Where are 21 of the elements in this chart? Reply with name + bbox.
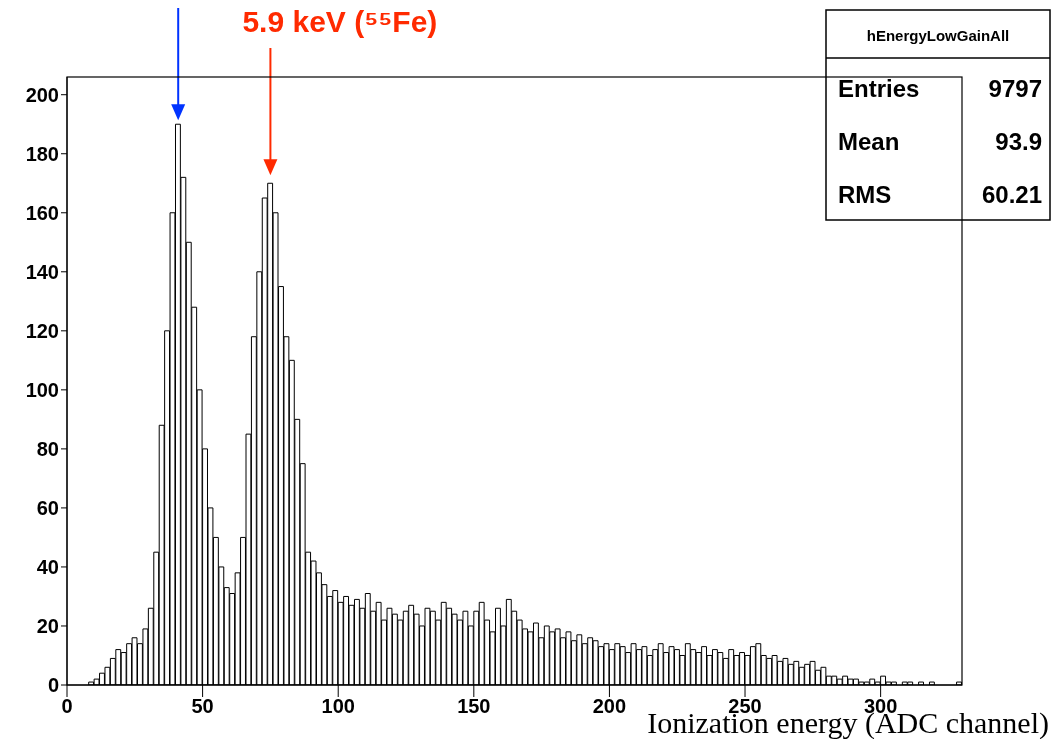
y-tick-label: 60: [36, 497, 59, 520]
y-tick-label: 0: [47, 674, 59, 697]
y-tick-label: 100: [25, 378, 59, 401]
text: 5.9 keV (⁵⁵Fe): [242, 5, 438, 38]
y-tick-label: 160: [25, 201, 59, 224]
y-tick-label: 140: [25, 260, 59, 283]
y-tick-label: 20: [36, 615, 59, 638]
text: Entries 9797: [838, 75, 1042, 102]
y-tick-label: 200: [25, 83, 59, 106]
y-tick-label: 180: [25, 142, 59, 165]
x-tick-label: 150: [457, 695, 491, 718]
text: RMS 60.21: [838, 181, 1042, 208]
x-tick-label: 200: [592, 695, 627, 718]
y-tick-label: 80: [36, 437, 59, 460]
y-tick-label: 40: [36, 556, 59, 579]
text: hEnergyLowGainAll: [866, 27, 1010, 44]
x-tick-label: 100: [321, 695, 355, 718]
text: Mean 93.9: [838, 128, 1042, 155]
x-tick-label: 0: [61, 695, 73, 718]
x-tick-label: 50: [191, 695, 214, 718]
y-tick-label: 120: [25, 319, 59, 342]
